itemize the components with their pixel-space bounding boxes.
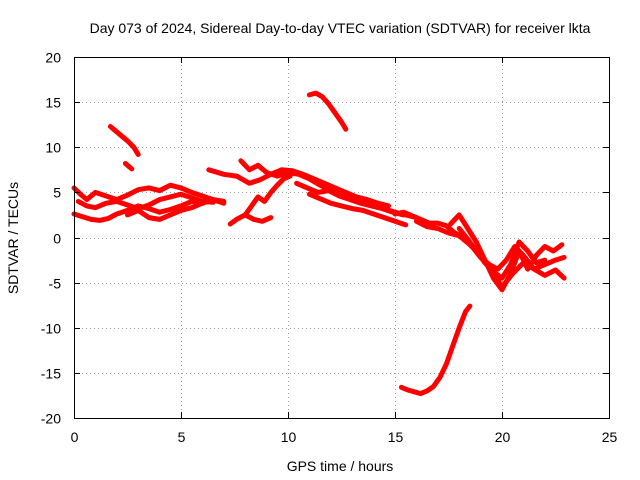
series-line-arc-13 bbox=[306, 90, 349, 132]
series-line-arc-17 bbox=[456, 226, 548, 281]
y-tick-label: 15 bbox=[45, 95, 61, 111]
series-line-arc-2 bbox=[71, 182, 227, 206]
y-tick-label: -15 bbox=[41, 366, 61, 382]
series-line-arc-6 bbox=[122, 161, 135, 172]
series-line-arc-18 bbox=[398, 303, 473, 397]
chart-title: Day 073 of 2024, Sidereal Day-to-day VTE… bbox=[90, 20, 591, 36]
y-tick-label: 0 bbox=[53, 231, 61, 247]
x-tick-label: 25 bbox=[602, 429, 618, 445]
x-tick-label: 10 bbox=[281, 429, 297, 445]
series-line-arc-11 bbox=[294, 180, 407, 218]
y-tick-label: 5 bbox=[53, 185, 61, 201]
y-tick-label: 20 bbox=[45, 50, 61, 66]
x-tick-label: 0 bbox=[71, 429, 79, 445]
series-line-arc-12 bbox=[306, 191, 409, 228]
x-tick-label: 20 bbox=[495, 429, 511, 445]
y-tick-label: -5 bbox=[49, 276, 62, 292]
series-line-arc-16 bbox=[448, 212, 565, 293]
series-line-arc-3 bbox=[75, 191, 216, 212]
series-line-arc-7 bbox=[227, 212, 274, 227]
y-tick-labels: -20 -15 -10 -5 0 5 10 15 20 bbox=[41, 50, 61, 427]
y-tick-label: -10 bbox=[41, 321, 61, 337]
y-tick-label: -20 bbox=[41, 411, 61, 427]
x-axis-label: GPS time / hours bbox=[287, 458, 394, 474]
axis-ticks bbox=[74, 57, 610, 419]
y-tick-label: 10 bbox=[45, 140, 61, 156]
x-tick-label: 5 bbox=[178, 429, 186, 445]
data-series bbox=[71, 90, 567, 397]
series-line-arc-4 bbox=[125, 197, 227, 222]
series-line-arc-10 bbox=[242, 173, 293, 218]
series-line-arc-5 bbox=[107, 124, 141, 157]
x-tick-labels: 0 5 10 15 20 25 bbox=[71, 429, 618, 445]
y-axis-label: SDTVAR / TECUs bbox=[5, 182, 21, 294]
x-tick-label: 15 bbox=[388, 429, 404, 445]
grid-lines bbox=[74, 57, 609, 418]
